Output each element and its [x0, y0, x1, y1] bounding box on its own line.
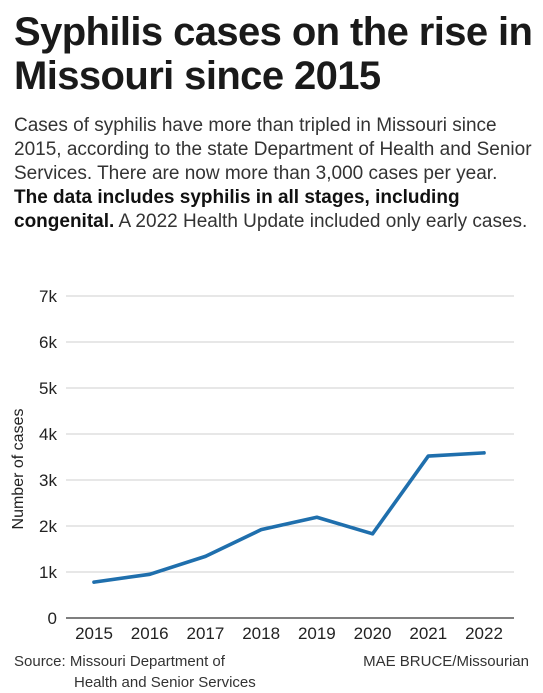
y-tick-label: 0 — [48, 609, 57, 628]
data-point — [426, 454, 430, 458]
subtitle-text: Cases of syphilis have more than tripled… — [14, 115, 532, 184]
source-note: Source: Missouri Department of Health an… — [14, 651, 256, 693]
data-point — [203, 554, 208, 558]
y-tick-label: 2k — [39, 517, 57, 536]
y-tick-label: 1k — [39, 563, 57, 582]
y-tick-label: 7k — [39, 287, 57, 306]
data-point — [482, 451, 486, 455]
y-tick-label: 5k — [39, 379, 57, 398]
data-point — [315, 515, 319, 519]
data-point — [92, 580, 96, 584]
x-tick-label: 2017 — [187, 624, 225, 643]
source-line-1: Source: Missouri Department of — [14, 653, 225, 670]
x-tick-label: 2019 — [298, 624, 336, 643]
credit-name: MAE BRUCE — [363, 653, 453, 670]
data-point — [370, 532, 375, 536]
data-point — [148, 572, 152, 576]
series-line — [92, 451, 486, 584]
data-point — [259, 528, 263, 532]
x-tick-label: 2020 — [354, 624, 392, 643]
chart-title: Syphilis cases on the rise in Missouri s… — [14, 10, 533, 98]
x-tick-label: 2022 — [465, 624, 503, 643]
y-axis-title: Number of cases — [10, 409, 27, 530]
x-tick-label: 2021 — [409, 624, 447, 643]
credit-org: /Missourian — [452, 653, 529, 670]
credit-note: MAE BRUCE/Missourian — [363, 651, 529, 672]
y-tick-label: 3k — [39, 471, 57, 490]
x-tick-label: 2015 — [75, 624, 113, 643]
y-tick-label: 6k — [39, 333, 57, 352]
subtitle-bold-text: The data includes syphilis in all stages… — [14, 187, 460, 232]
source-line-2: Health and Senior Services — [74, 674, 256, 691]
x-tick-label: 2018 — [242, 624, 280, 643]
x-tick-label: 2016 — [131, 624, 169, 643]
chart-subtitle: Cases of syphilis have more than tripled… — [14, 114, 534, 234]
subtitle-text-end: A 2022 Health Update included only early… — [114, 211, 528, 232]
y-tick-label: 4k — [39, 425, 57, 444]
